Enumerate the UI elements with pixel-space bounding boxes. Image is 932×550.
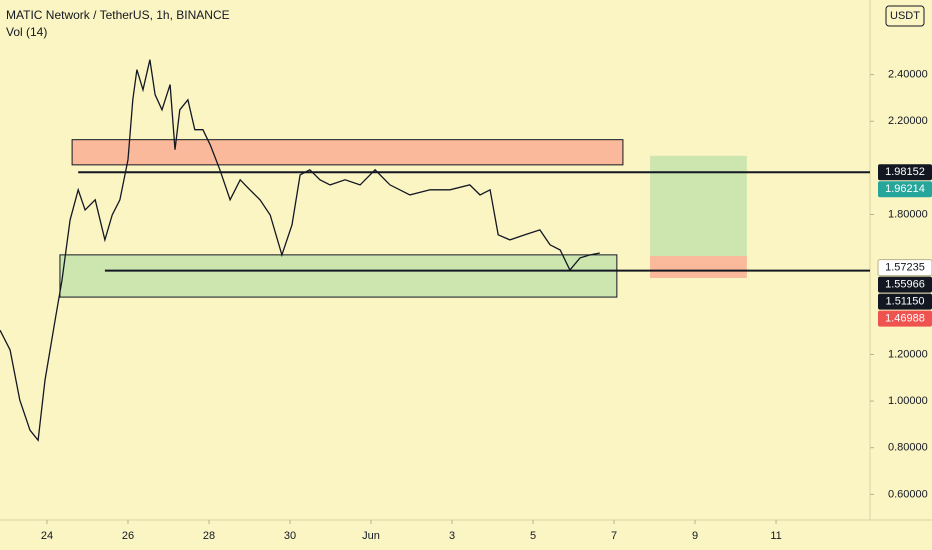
x-tick-label: 24 bbox=[41, 530, 53, 542]
zone bbox=[59, 254, 618, 298]
price-label: 1.96214 bbox=[885, 183, 925, 195]
price-label-box bbox=[878, 293, 932, 310]
currency-label: USDT bbox=[890, 10, 920, 22]
price-label-box bbox=[878, 310, 932, 327]
x-tick-label: Jun bbox=[362, 530, 380, 542]
price-label: 1.46988 bbox=[885, 313, 925, 325]
x-tick-label: 28 bbox=[203, 530, 215, 542]
x-tick-label: 9 bbox=[692, 530, 698, 542]
chart-title: MATIC Network / TetherUS, 1h, BINANCE bbox=[6, 8, 230, 22]
plot bbox=[0, 59, 870, 442]
zone bbox=[71, 139, 624, 166]
price-label: 1.51150 bbox=[886, 296, 925, 308]
price-line bbox=[0, 59, 600, 442]
y-tick-label: 2.40000 bbox=[888, 69, 928, 81]
x-tick-label: 7 bbox=[611, 530, 617, 542]
currency-box bbox=[885, 5, 925, 27]
price-label-box bbox=[878, 181, 932, 198]
x-tick-label: 30 bbox=[284, 530, 296, 542]
y-tick-label: 1.20000 bbox=[888, 348, 928, 360]
y-tick-label: 1.80000 bbox=[888, 208, 928, 220]
price-label: 1.55966 bbox=[885, 279, 925, 291]
y-tick-label: 0.80000 bbox=[888, 442, 928, 454]
price-label-box bbox=[878, 276, 932, 293]
price-label: 1.57235 bbox=[885, 262, 925, 274]
y-tick-label: 0.60000 bbox=[888, 488, 928, 500]
volume-label: Vol (14) bbox=[6, 25, 47, 39]
y-tick-label: 1.00000 bbox=[888, 395, 928, 407]
zone bbox=[650, 155, 747, 257]
y-tick-label: 2.20000 bbox=[888, 115, 928, 127]
price-label: 1.98152 bbox=[885, 166, 925, 178]
x-tick-label: 11 bbox=[770, 530, 781, 542]
x-tick-label: 26 bbox=[122, 530, 134, 542]
price-label-box bbox=[877, 259, 932, 277]
price-label-box bbox=[878, 164, 932, 181]
zone bbox=[650, 256, 747, 278]
x-tick-label: 3 bbox=[449, 530, 455, 542]
x-tick-label: 5 bbox=[530, 530, 536, 542]
